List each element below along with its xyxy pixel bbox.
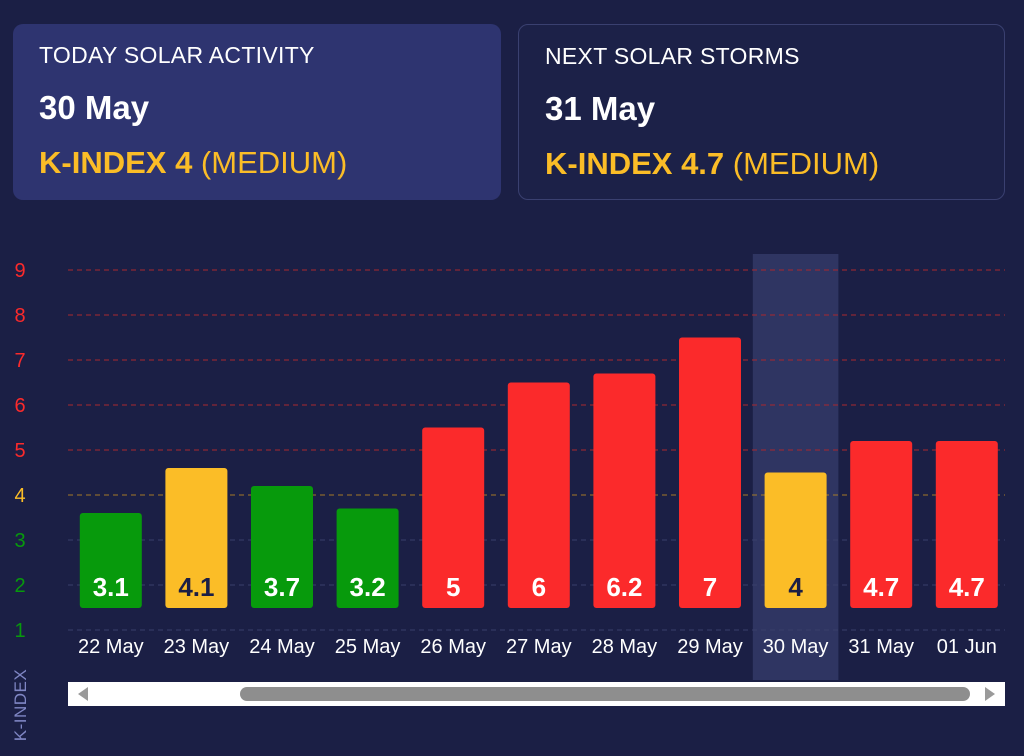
y-axis-title: K-INDEX [11,668,30,742]
triangle-left-icon[interactable] [78,687,88,701]
next-card-date: 31 May [545,90,656,127]
bar-value-label: 6 [532,572,546,602]
bar [850,441,913,608]
y-tick-label: 6 [14,395,25,417]
scrollbar-thumb[interactable] [240,687,970,701]
bar [79,513,142,608]
today-card-date: 30 May [39,89,150,126]
next-kindex-level: (MEDIUM) [724,146,880,181]
bar-value-label: 7 [703,572,717,602]
bar-value-label: 3.1 [93,572,129,602]
x-tick-label: 25 May [335,636,401,658]
today-kindex-value: K-INDEX 4 [39,145,193,180]
x-tick-label: 24 May [249,636,315,658]
y-tick-label: 9 [14,260,25,282]
next-card-label: NEXT SOLAR STORMS [545,43,800,69]
y-tick-label: 7 [14,350,25,372]
x-tick-label: 28 May [592,636,658,658]
y-tick-label: 5 [14,440,25,462]
y-tick-label: 4 [14,485,25,507]
today-kindex-line: K-INDEX 4 (MEDIUM) [39,145,475,181]
triangle-right-icon[interactable] [985,687,995,701]
bar [593,373,656,608]
x-tick-label: 23 May [164,636,230,658]
bar-value-label: 4.1 [178,572,214,602]
x-tick-label: 26 May [420,636,486,658]
x-tick-label: 31 May [848,636,914,658]
bar [336,508,399,608]
highlight-band [752,254,839,680]
y-tick-label: 8 [14,305,25,327]
bar [165,468,228,608]
next-kindex-value: K-INDEX 4.7 [545,146,725,181]
x-tick-label: 27 May [506,636,572,658]
y-tick-label: 2 [14,575,25,597]
y-tick-label: 3 [14,530,25,552]
x-tick-label: 22 May [78,636,144,658]
bar-value-label: 3.2 [350,572,386,602]
bar [251,486,313,608]
bar [764,472,827,608]
bar [935,441,998,608]
y-tick-label: 1 [14,620,25,642]
bar-value-label: 5 [446,572,460,602]
x-tick-label: 29 May [677,636,743,658]
bar-value-label: 4.7 [949,572,985,602]
bar-value-label: 3.7 [264,572,300,602]
next-storms-card: NEXT SOLAR STORMS 31 May K-INDEX 4.7 (ME… [518,24,1005,200]
chart-scrollbar[interactable] [68,682,1005,706]
bar-value-label: 6.2 [606,572,642,602]
bar [422,427,485,608]
bar [679,337,741,608]
today-activity-card: TODAY SOLAR ACTIVITY 30 May K-INDEX 4 (M… [13,24,501,200]
bar [507,382,570,608]
bar-value-label: 4.7 [863,572,899,602]
x-tick-label: 01 Jun [937,636,997,658]
today-card-label: TODAY SOLAR ACTIVITY [39,42,315,68]
today-kindex-level: (MEDIUM) [192,145,348,180]
x-tick-label: 30 May [763,636,829,658]
bar-value-label: 4 [788,572,803,602]
kindex-bar-chart: 1 2 3 4 5 6 7 8 9 3.1 22 May 4.1 23 May 3.7 24 May 3.2 2… [14,254,1005,680]
next-kindex-line: K-INDEX 4.7 (MEDIUM) [545,146,978,182]
